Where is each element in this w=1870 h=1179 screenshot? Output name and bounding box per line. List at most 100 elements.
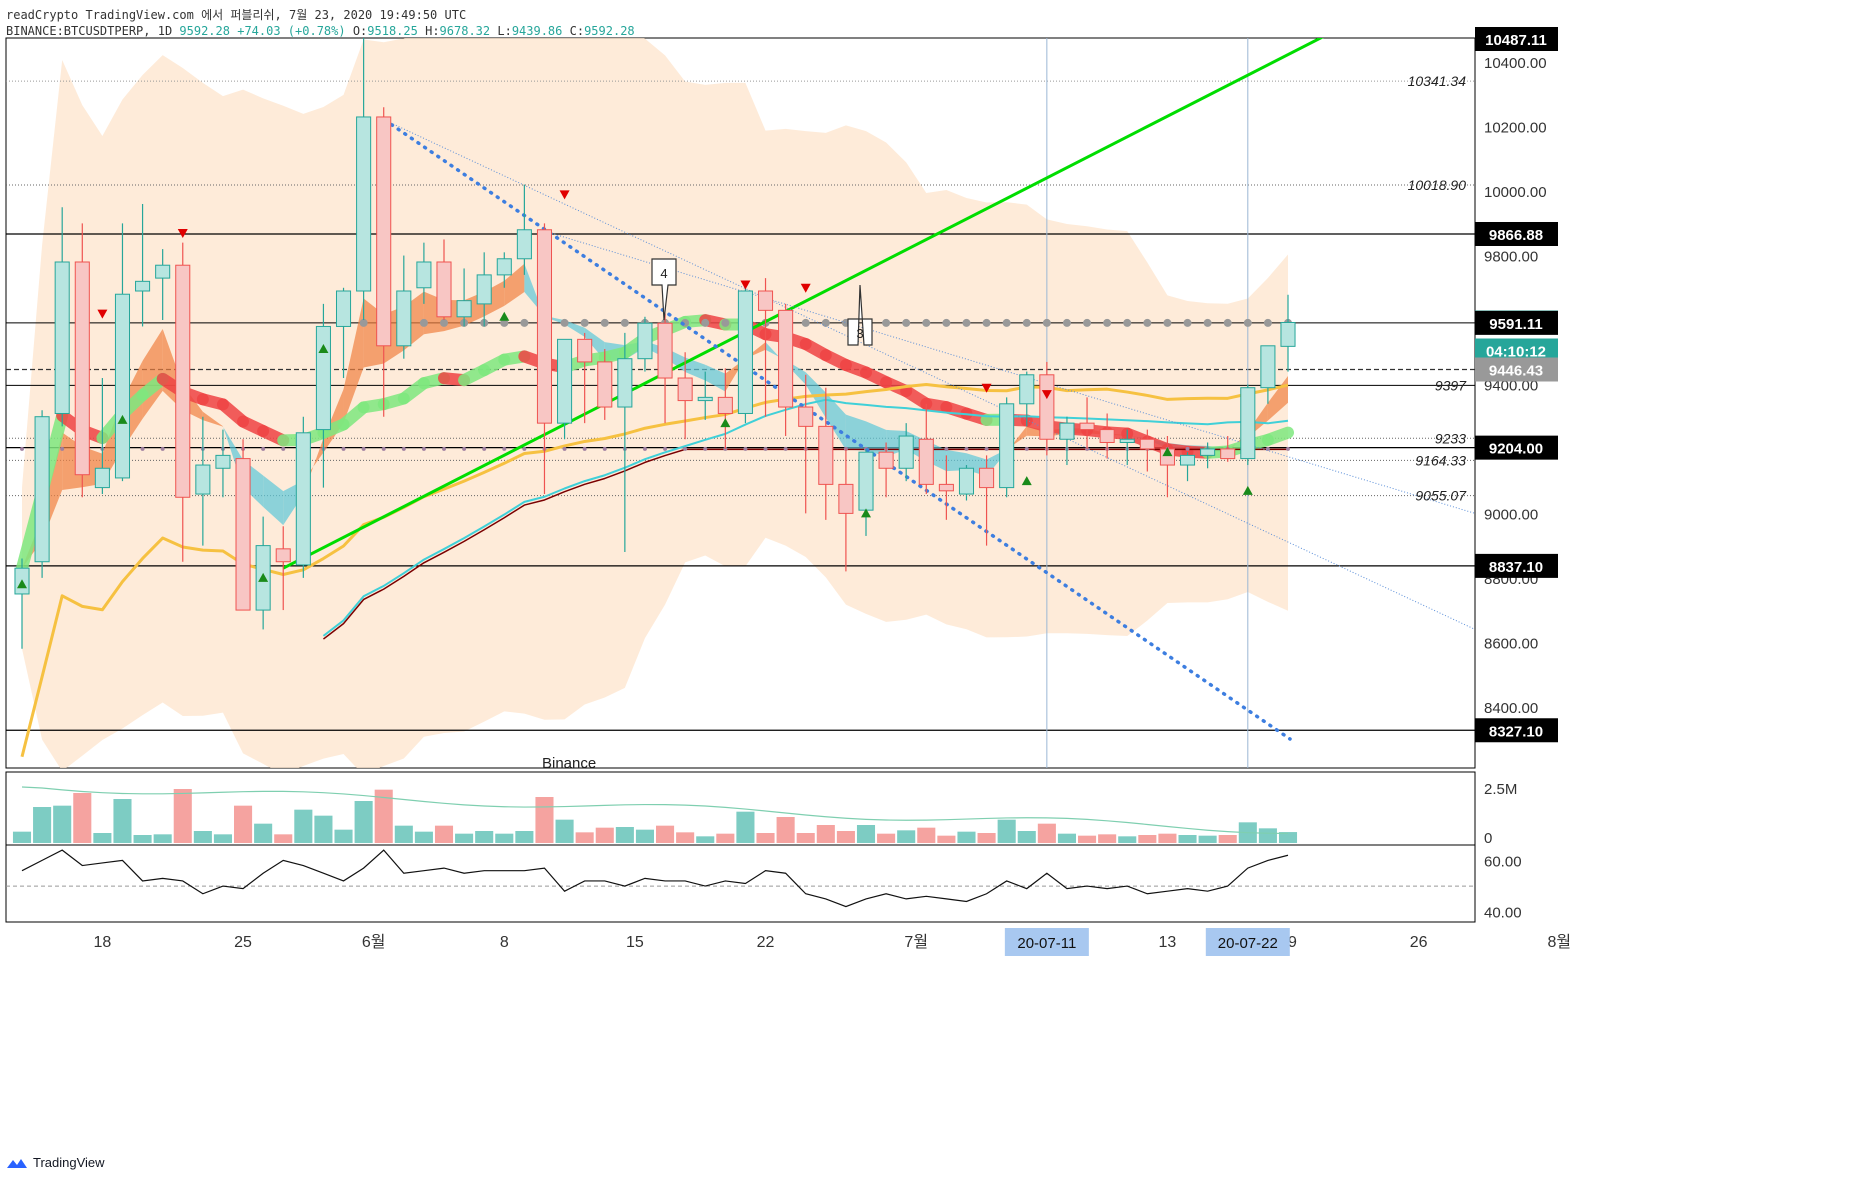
ema-ribbon-segment <box>866 421 887 457</box>
low-value: 9439.86 <box>511 24 563 38</box>
pivot-dot-small <box>482 446 487 451</box>
volume-bar <box>1098 834 1117 843</box>
volume-bar <box>434 825 454 843</box>
price-tag <box>1475 553 1558 578</box>
brand-name: TradingView <box>33 1155 105 1170</box>
volume-bar <box>33 807 52 843</box>
volume-bar <box>495 833 514 843</box>
candle-body <box>335 290 352 327</box>
x-tick-label: 15 <box>626 934 644 951</box>
candle-body <box>999 403 1015 489</box>
candle-body <box>1280 321 1296 347</box>
candle-body <box>275 548 291 563</box>
ema-ribbon-segment <box>504 263 525 306</box>
volume-bar <box>676 832 695 843</box>
pivot-dot-small <box>642 446 647 451</box>
pivot-dot <box>982 318 991 327</box>
candle-body <box>396 290 412 347</box>
price-tag-label: 9591.11 <box>1489 316 1542 333</box>
price-tag <box>1475 27 1558 51</box>
pivot-dot <box>1183 318 1192 327</box>
symbol-ohlc-line: BINANCE:BTCUSDTPERP, 1D 9592.28 +74.03 (… <box>6 24 635 38</box>
ema-ribbon-segment <box>584 327 605 361</box>
candle-body <box>637 322 653 360</box>
thin-trendline <box>539 229 1475 514</box>
rsi-line <box>21 849 1289 908</box>
volume-bar <box>455 833 474 843</box>
buy-marker-icon <box>258 572 269 582</box>
pivot-dot-small <box>602 446 607 451</box>
tradingview-brand[interactable]: TradingView <box>6 1155 105 1170</box>
volume-bar <box>193 831 212 843</box>
callout-bubble <box>847 284 873 346</box>
candle-body <box>74 261 90 476</box>
candle-body <box>717 396 733 414</box>
envelope-band <box>22 38 1288 768</box>
candle-body <box>1260 345 1276 389</box>
candle-body <box>195 464 211 495</box>
volume-bar <box>1017 831 1036 843</box>
candle-body <box>295 432 311 566</box>
pivot-dot-small <box>140 446 145 451</box>
pivot-dot-small <box>964 446 969 451</box>
candle-body <box>1079 422 1095 431</box>
date-tag <box>1205 928 1290 956</box>
volume-bar <box>394 825 413 843</box>
close-value: 9592.28 <box>584 24 635 38</box>
callout-label: 4 <box>660 266 667 281</box>
ema-ribbon-segment <box>946 449 967 472</box>
candle-body <box>918 438 934 485</box>
pivot-dot <box>902 318 911 327</box>
price-tag <box>1475 357 1558 382</box>
pivot-dot-small <box>1286 446 1290 451</box>
pivot-dot-small <box>401 446 406 451</box>
volume-bar <box>1158 833 1177 843</box>
sell-marker-icon <box>177 228 188 238</box>
pivot-dot-small <box>60 446 65 451</box>
x-tick-label: 7월 <box>904 933 928 951</box>
y-tick-label: 9400.00 <box>1484 377 1538 394</box>
price-tag <box>1475 221 1558 246</box>
candle-body <box>215 454 231 469</box>
buy-marker-icon <box>1162 447 1173 457</box>
volume-bar <box>615 827 634 843</box>
candle-body <box>1039 374 1055 440</box>
candle-body <box>1119 438 1135 443</box>
callout-label: 3 <box>856 326 863 341</box>
level-label: 9055.07 <box>1415 488 1467 504</box>
buy-marker-icon <box>499 311 510 321</box>
volume-bar <box>816 825 835 843</box>
volume-ma-line <box>21 786 1289 835</box>
pivot-dot <box>1022 318 1031 327</box>
volume-bar <box>997 819 1016 843</box>
price-tag-label: 10487.11 <box>1485 32 1547 49</box>
pivot-dot-small <box>261 446 266 451</box>
ema-ribbon-segment <box>263 475 284 526</box>
candle-body <box>858 451 874 511</box>
x-tick-label: 8 <box>500 934 509 951</box>
candle-body <box>878 451 894 469</box>
date-tag <box>1004 928 1089 956</box>
candle-body <box>677 377 693 402</box>
candle-body <box>1099 429 1115 443</box>
volume-bar <box>314 815 333 843</box>
volume-bar <box>877 833 896 843</box>
pivot-dot-small <box>20 446 24 451</box>
volume-bar <box>1037 823 1056 843</box>
volume-bar <box>213 834 232 843</box>
x-tick-label: 25 <box>234 934 252 951</box>
pivot-dot <box>821 318 830 327</box>
volume-bar <box>776 817 795 843</box>
volume-bar <box>153 834 172 843</box>
sell-marker-icon <box>981 383 992 393</box>
pivot-dot-small <box>582 446 587 451</box>
volume-bar <box>254 823 273 843</box>
volume-bar <box>113 799 132 843</box>
volume-bar <box>1258 828 1277 843</box>
y-tick-label: 10400.00 <box>1484 55 1547 72</box>
volume-bar <box>234 805 253 843</box>
candle-body <box>798 406 814 427</box>
candle-body <box>737 290 753 414</box>
candle-body <box>135 280 151 292</box>
